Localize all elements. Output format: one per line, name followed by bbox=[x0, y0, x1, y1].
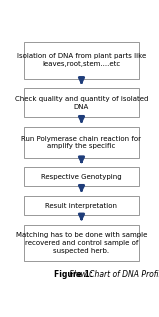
Bar bbox=[24, 88, 139, 118]
Text: Respective Genotyping: Respective Genotyping bbox=[41, 174, 122, 180]
Text: Figure 1:: Figure 1: bbox=[54, 270, 93, 279]
Bar bbox=[24, 196, 139, 215]
Text: Result interpretation: Result interpretation bbox=[45, 203, 118, 209]
Text: Figure 1: Flow Chart of DNA Profiling: Figure 1: Flow Chart of DNA Profiling bbox=[0, 316, 1, 317]
Text: Isolation of DNA from plant parts like
leaves,root,stem....etc: Isolation of DNA from plant parts like l… bbox=[17, 53, 146, 67]
Text: Matching has to be done with sample
recovered and control sample of
suspected he: Matching has to be done with sample reco… bbox=[16, 232, 147, 254]
Bar bbox=[24, 42, 139, 79]
Text: Run Polymerase chain reaction for
amplify the specific: Run Polymerase chain reaction for amplif… bbox=[21, 136, 142, 149]
Bar bbox=[24, 167, 139, 186]
Bar bbox=[24, 224, 139, 262]
Text: Flow Chart of DNA Profiling: Flow Chart of DNA Profiling bbox=[67, 270, 159, 279]
Text: Check quality and quantity of isolated
DNA: Check quality and quantity of isolated D… bbox=[15, 96, 148, 110]
Bar bbox=[24, 127, 139, 158]
